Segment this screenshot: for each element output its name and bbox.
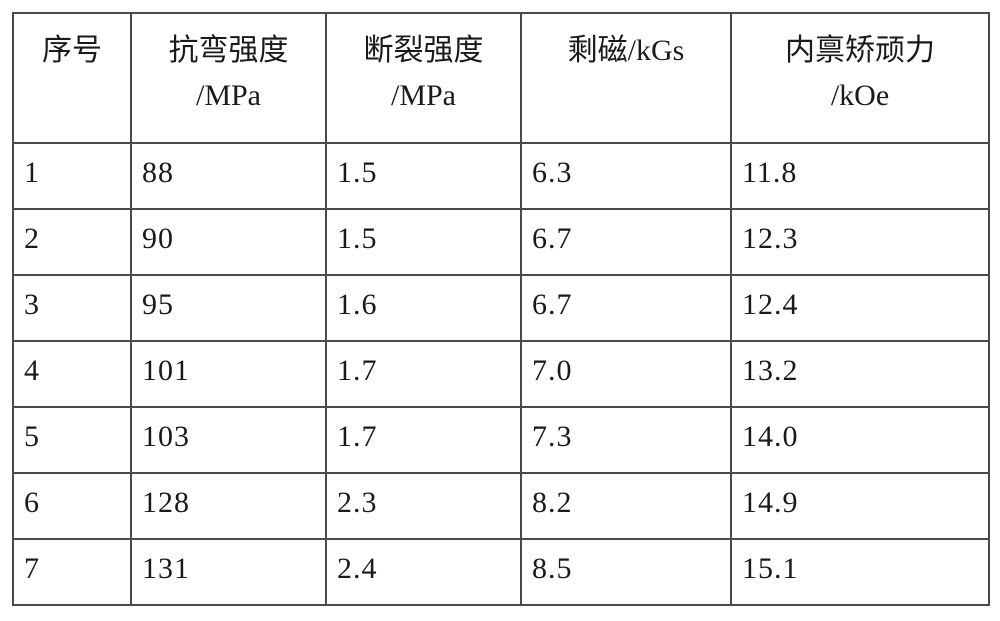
cell-remanence: 8.2 — [521, 473, 731, 539]
material-properties-table: 序号 抗弯强度 /MPa 断裂强度 /MPa 剩磁/kGs 内禀矫顽力 /kOe — [12, 12, 990, 606]
table-body: 1 88 1.5 6.3 11.8 2 90 1.5 6.7 12.3 3 95… — [13, 143, 989, 605]
cell-fracture: 2.4 — [326, 539, 521, 605]
col-header-fracture: 断裂强度 /MPa — [326, 13, 521, 143]
cell-fracture: 1.6 — [326, 275, 521, 341]
col-header-seq: 序号 — [13, 13, 131, 143]
table-row: 6 128 2.3 8.2 14.9 — [13, 473, 989, 539]
cell-coercivity: 14.0 — [731, 407, 989, 473]
table-header-row: 序号 抗弯强度 /MPa 断裂强度 /MPa 剩磁/kGs 内禀矫顽力 /kOe — [13, 13, 989, 143]
col-header-remanence-line1: 剩磁/kGs — [526, 28, 726, 73]
cell-remanence: 8.5 — [521, 539, 731, 605]
cell-remanence: 7.3 — [521, 407, 731, 473]
col-header-coercivity: 内禀矫顽力 /kOe — [731, 13, 989, 143]
col-header-bend-line1: 抗弯强度 — [136, 28, 321, 73]
col-header-fracture-line2: /MPa — [331, 73, 516, 118]
table-row: 2 90 1.5 6.7 12.3 — [13, 209, 989, 275]
cell-seq: 2 — [13, 209, 131, 275]
table-row: 5 103 1.7 7.3 14.0 — [13, 407, 989, 473]
cell-coercivity: 15.1 — [731, 539, 989, 605]
col-header-remanence: 剩磁/kGs — [521, 13, 731, 143]
cell-coercivity: 12.4 — [731, 275, 989, 341]
cell-remanence: 7.0 — [521, 341, 731, 407]
cell-seq: 5 — [13, 407, 131, 473]
cell-coercivity: 13.2 — [731, 341, 989, 407]
cell-remanence: 6.7 — [521, 275, 731, 341]
cell-fracture: 1.7 — [326, 407, 521, 473]
table-row: 4 101 1.7 7.0 13.2 — [13, 341, 989, 407]
cell-bend: 101 — [131, 341, 326, 407]
cell-fracture: 1.5 — [326, 143, 521, 209]
cell-seq: 7 — [13, 539, 131, 605]
cell-seq: 3 — [13, 275, 131, 341]
table-header: 序号 抗弯强度 /MPa 断裂强度 /MPa 剩磁/kGs 内禀矫顽力 /kOe — [13, 13, 989, 143]
cell-fracture: 1.5 — [326, 209, 521, 275]
col-header-fracture-line1: 断裂强度 — [331, 28, 516, 73]
col-header-seq-line1: 序号 — [18, 28, 126, 73]
table-row: 7 131 2.4 8.5 15.1 — [13, 539, 989, 605]
col-header-bend: 抗弯强度 /MPa — [131, 13, 326, 143]
col-header-bend-line2: /MPa — [136, 73, 321, 118]
cell-bend: 90 — [131, 209, 326, 275]
cell-seq: 4 — [13, 341, 131, 407]
table-row: 3 95 1.6 6.7 12.4 — [13, 275, 989, 341]
col-header-coercivity-line1: 内禀矫顽力 — [736, 28, 984, 73]
cell-coercivity: 11.8 — [731, 143, 989, 209]
cell-remanence: 6.7 — [521, 209, 731, 275]
cell-seq: 1 — [13, 143, 131, 209]
cell-bend: 95 — [131, 275, 326, 341]
cell-coercivity: 12.3 — [731, 209, 989, 275]
cell-fracture: 2.3 — [326, 473, 521, 539]
cell-bend: 131 — [131, 539, 326, 605]
cell-fracture: 1.7 — [326, 341, 521, 407]
cell-coercivity: 14.9 — [731, 473, 989, 539]
cell-bend: 103 — [131, 407, 326, 473]
table-row: 1 88 1.5 6.3 11.8 — [13, 143, 989, 209]
cell-bend: 88 — [131, 143, 326, 209]
cell-seq: 6 — [13, 473, 131, 539]
cell-remanence: 6.3 — [521, 143, 731, 209]
cell-bend: 128 — [131, 473, 326, 539]
col-header-coercivity-line2: /kOe — [736, 73, 984, 118]
